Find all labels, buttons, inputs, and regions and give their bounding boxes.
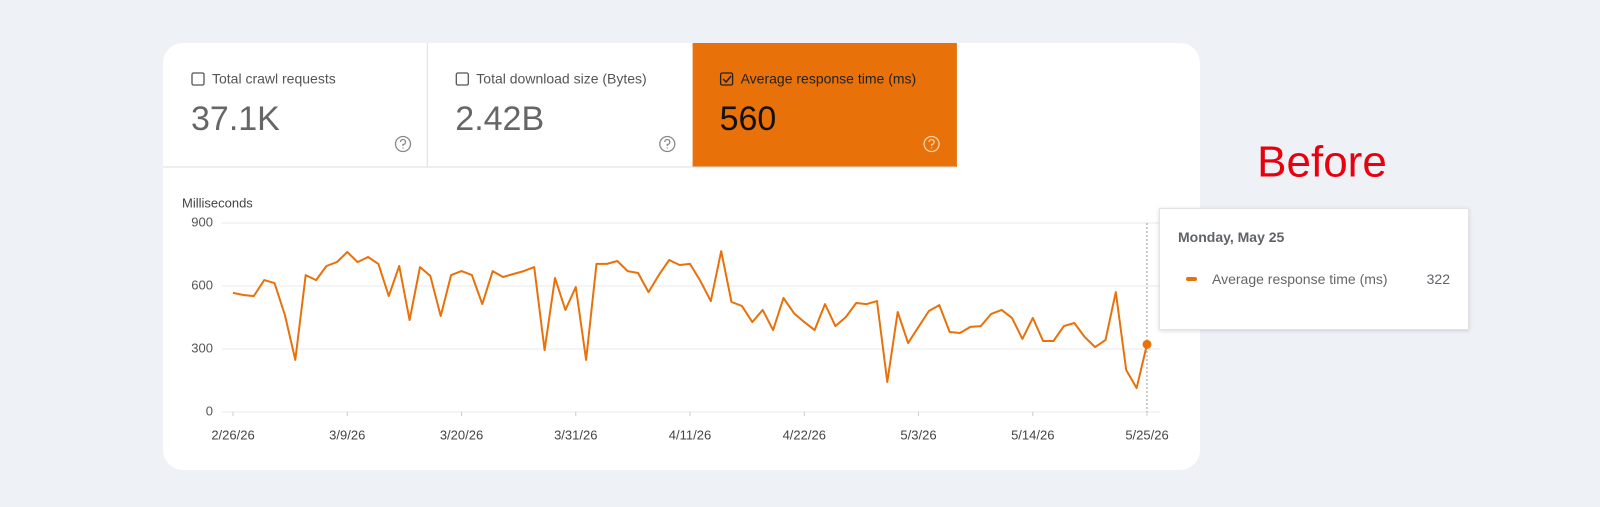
metric-label: Average response time (ms) xyxy=(741,71,917,87)
tooltip-title: Monday, May 25 xyxy=(1178,229,1285,245)
card xyxy=(163,43,1200,470)
line-series xyxy=(232,250,1148,390)
help-icon-mark xyxy=(399,138,407,149)
tooltip-series-name: Average response time (ms) xyxy=(1212,271,1388,287)
y-tick-label: 900 xyxy=(191,214,213,229)
metric-value: 2.42B xyxy=(455,100,544,138)
help-icon[interactable] xyxy=(394,135,412,153)
x-tick-label: 4/22/26 xyxy=(783,427,826,442)
checkbox[interactable] xyxy=(191,72,205,86)
y-axis-title: Milliseconds xyxy=(182,195,253,210)
help-icon[interactable] xyxy=(923,135,940,153)
tooltip: Monday, May 25 Average response time (ms… xyxy=(1159,208,1469,330)
y-tick-label: 300 xyxy=(191,340,213,355)
x-tick-label: 3/9/26 xyxy=(329,427,365,442)
x-tick-label: 5/3/26 xyxy=(900,427,936,442)
x-tick-label: 3/31/26 xyxy=(554,427,597,442)
tooltip-swatch xyxy=(1186,277,1197,281)
x-tick-label: 5/14/26 xyxy=(1011,427,1054,442)
tooltip-value: 322 xyxy=(1426,271,1450,287)
y-tick-label: 600 xyxy=(191,277,213,292)
x-tick-label: 4/11/26 xyxy=(669,427,711,442)
metric-value: 37.1K xyxy=(191,100,280,138)
checkbox[interactable] xyxy=(719,72,734,86)
metric-value: 560 xyxy=(720,100,777,138)
help-icon-mark xyxy=(664,138,671,149)
checkbox[interactable] xyxy=(455,72,469,86)
y-tick-label: 0 xyxy=(206,403,213,418)
x-tick-label: 5/25/26 xyxy=(1125,427,1168,442)
help-icon[interactable] xyxy=(659,135,676,153)
metric-label: Total crawl requests xyxy=(212,71,336,87)
x-tick-label: 2/26/26 xyxy=(211,427,254,442)
x-tick-label: 3/20/26 xyxy=(440,427,483,442)
checkmark xyxy=(722,75,732,84)
tile-selected xyxy=(692,43,957,167)
metric-label: Total download size (Bytes) xyxy=(476,71,646,87)
annotation: Before xyxy=(1257,138,1387,187)
help-icon-mark xyxy=(928,138,935,149)
hover-point xyxy=(1142,339,1152,349)
